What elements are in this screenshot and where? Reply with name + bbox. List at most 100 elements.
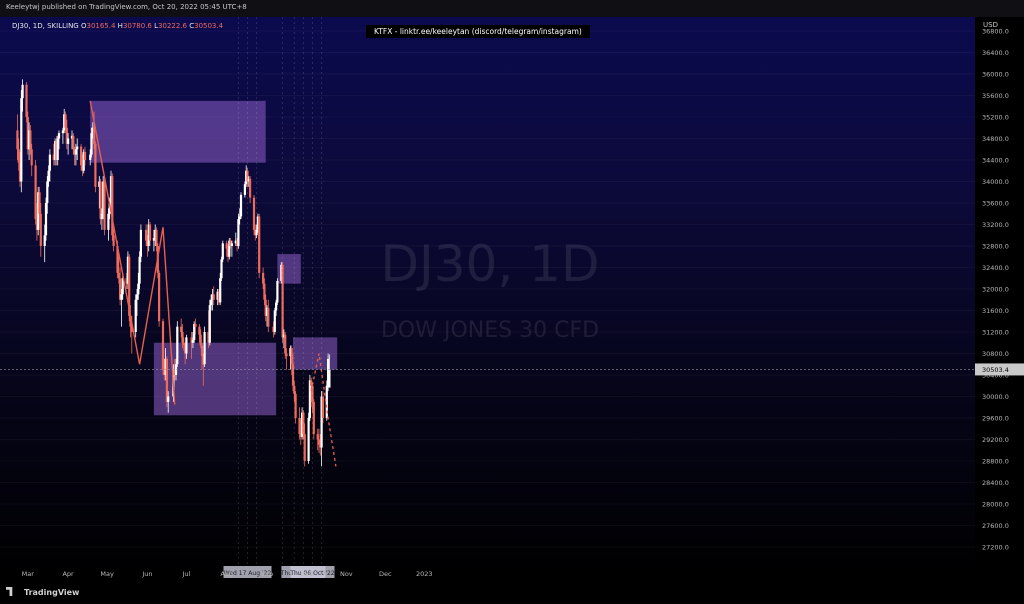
date-marker-box xyxy=(290,566,335,578)
candle xyxy=(284,332,287,359)
candle xyxy=(190,332,193,359)
candle xyxy=(291,353,295,392)
candle xyxy=(55,135,58,166)
price-tick-label: 28000.0 xyxy=(982,501,1009,509)
candle xyxy=(212,286,215,306)
candle xyxy=(293,380,296,402)
candle xyxy=(198,323,201,343)
time-tick-label: Jul xyxy=(181,570,190,578)
candle xyxy=(83,146,87,166)
time-tick-label: Mar xyxy=(22,570,35,578)
candle xyxy=(182,337,185,351)
candle xyxy=(316,428,319,451)
candle xyxy=(285,348,288,370)
candle xyxy=(164,348,167,381)
candle xyxy=(148,221,152,246)
candle xyxy=(167,391,170,413)
candle xyxy=(76,138,79,160)
candle xyxy=(103,178,106,236)
candle xyxy=(54,138,57,166)
candle xyxy=(28,122,31,160)
price-tick-label: 31600.0 xyxy=(982,307,1009,315)
candle xyxy=(34,160,37,225)
candle xyxy=(280,262,283,284)
candle xyxy=(319,434,322,456)
price-tick-label: 34800.0 xyxy=(982,135,1009,143)
candle xyxy=(154,224,157,246)
candle xyxy=(155,227,158,252)
candle xyxy=(298,407,301,440)
candle xyxy=(91,122,94,139)
price-tick-label: 31200.0 xyxy=(982,329,1009,337)
candle xyxy=(39,203,42,257)
candle xyxy=(237,213,240,249)
price-tick-label: 28800.0 xyxy=(982,458,1009,466)
candle xyxy=(26,111,29,155)
candle xyxy=(302,409,305,440)
published-text: Keeleytwj published on TradingView.com, … xyxy=(6,3,247,11)
candle xyxy=(234,232,237,246)
candle xyxy=(303,423,306,467)
candle xyxy=(273,307,276,335)
candle xyxy=(238,208,241,225)
candle xyxy=(236,237,239,252)
time-axis[interactable]: Mar Apr May Jun Jul Aug Sep Oct Nov Dec 2023 xyxy=(22,570,433,578)
candle xyxy=(48,149,51,182)
price-scale-labels: 36800.0 36400.0 36000.0 35600.0 35200.0 34800… xyxy=(975,28,1024,552)
candle xyxy=(109,170,113,214)
candle xyxy=(290,345,293,375)
price-tick-label: 33600.0 xyxy=(982,200,1009,208)
watermark: DJ30, 1D DOW JONES 30 CFD xyxy=(381,235,600,343)
candle xyxy=(63,108,66,134)
candles xyxy=(16,79,331,467)
symbol-legend: DJ30, 1D, SKILLING O30165.4 H30780.6 L30… xyxy=(12,22,223,30)
candle xyxy=(191,332,194,349)
candle xyxy=(65,119,68,150)
promo-banner: KTFX - linktr.ee/keeleytan (discord/tele… xyxy=(366,25,590,38)
price-tick-label: 32000.0 xyxy=(982,286,1009,294)
candle xyxy=(165,356,168,408)
time-tick-label: May xyxy=(100,570,114,578)
candle xyxy=(208,299,211,346)
candle xyxy=(203,326,206,367)
candle xyxy=(94,141,97,193)
price-tick-labels: 36800.0 36400.0 36000.0 35600.0 35200.0 34800… xyxy=(982,28,1009,552)
candle xyxy=(46,176,49,214)
chart-plot-area[interactable]: DJ30, 1D DOW JONES 30 CFD Wed 17 Aug '22… xyxy=(0,17,975,580)
price-tag-box xyxy=(975,363,1024,376)
price-scale[interactable]: 36800.0 36400.0 36000.0 35600.0 35200.0 34800… xyxy=(975,17,1024,580)
candle xyxy=(44,197,48,241)
candle xyxy=(35,203,38,241)
date-marker-label: Wed 17 Aug '22 xyxy=(224,570,272,577)
candle xyxy=(254,224,257,241)
candle xyxy=(181,323,184,349)
price-tick-label: 30000.0 xyxy=(982,393,1009,401)
candle xyxy=(120,289,123,327)
candle xyxy=(230,240,233,257)
candle xyxy=(57,130,61,150)
projection-annotation xyxy=(310,353,337,467)
tradingview-logo: TradingView xyxy=(6,587,79,597)
candle xyxy=(210,294,213,311)
candle xyxy=(135,289,139,316)
candle xyxy=(119,267,122,306)
candle xyxy=(74,143,77,166)
time-tick-label: 2023 xyxy=(416,570,433,578)
candle xyxy=(249,176,252,203)
price-tick-label: 35200.0 xyxy=(982,114,1009,122)
candle xyxy=(281,262,284,343)
annotation-lines xyxy=(89,100,337,467)
candle xyxy=(61,127,64,144)
time-tick-label: Aug xyxy=(220,570,233,578)
candlestick-chart[interactable]: DJ30, 1D DOW JONES 30 CFD Wed 17 Aug '22… xyxy=(0,17,975,580)
candle xyxy=(239,192,243,220)
candle xyxy=(325,380,328,421)
candle xyxy=(321,391,324,424)
candle xyxy=(30,143,33,177)
price-tick-label: 29200.0 xyxy=(982,436,1009,444)
price-tick-label: 27600.0 xyxy=(982,522,1009,530)
open-value: 30165.4 xyxy=(86,22,116,30)
candle xyxy=(289,345,292,370)
candle xyxy=(146,235,149,257)
